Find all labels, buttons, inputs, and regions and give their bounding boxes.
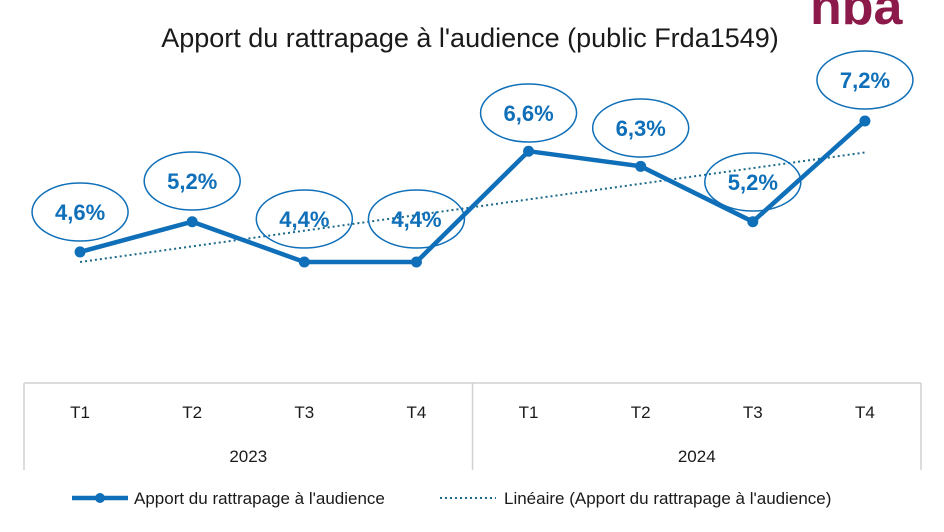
x-tick-label: T1 <box>519 403 539 422</box>
data-label-bubble <box>591 98 690 158</box>
data-point-1 <box>74 246 86 258</box>
data-point-2 <box>186 216 198 228</box>
data-point-4 <box>410 256 422 268</box>
series-line <box>79 119 867 265</box>
data-label-6: 6,3% <box>591 98 690 158</box>
chart-title: Apport du rattrapage à l'audience (publi… <box>161 23 779 53</box>
data-label-3: 4,4% <box>255 189 354 249</box>
data-label-text: 6,6% <box>503 101 553 126</box>
data-point-3 <box>298 256 310 268</box>
data-label-bubble <box>255 189 354 249</box>
data-label-bubble <box>816 50 914 110</box>
x-tick-label: T2 <box>182 403 202 422</box>
x-tick-label: T1 <box>70 403 90 422</box>
brand-logo: nba <box>810 0 904 36</box>
x-group-label: 2023 <box>229 447 267 466</box>
legend-series-marker <box>95 493 105 503</box>
data-label-text: 4,4% <box>279 207 329 232</box>
x-axis: T1 T2 T3 T4 T1 T2 T3 T4 2023 2024 <box>23 382 922 470</box>
brand-logo-text: nba <box>810 0 904 36</box>
x-tick-label: T3 <box>294 403 314 422</box>
data-point-6 <box>635 160 647 172</box>
data-label-bubble <box>367 189 466 249</box>
legend-series-label: Apport du rattrapage à l'audience <box>134 489 385 508</box>
data-label-text: 7,2% <box>840 68 890 93</box>
data-point-8 <box>859 115 871 127</box>
data-label-4: 4,4% <box>367 189 466 249</box>
data-label-1: 4,6% <box>31 182 129 242</box>
data-point-7 <box>747 216 759 228</box>
data-label-2: 5,2% <box>143 151 241 211</box>
data-point-5 <box>523 145 535 157</box>
legend-trend-label: Linéaire (Apport du rattrapage à l'audie… <box>504 489 831 508</box>
data-label-text: 6,3% <box>616 116 666 141</box>
data-label-bubble <box>143 151 241 211</box>
x-tick-label: T3 <box>743 403 763 422</box>
data-label-8: 7,2% <box>816 50 914 110</box>
data-label-bubble <box>31 182 129 242</box>
data-label-text: 5,2% <box>728 170 778 195</box>
data-label-bubble <box>479 83 578 143</box>
x-tick-label: T2 <box>631 403 651 422</box>
data-label-text: 4,4% <box>391 207 441 232</box>
data-label-text: 4,6% <box>55 200 105 225</box>
data-label-5: 6,6% <box>479 83 578 143</box>
legend: Apport du rattrapage à l'audience Linéai… <box>72 489 831 508</box>
x-tick-label: T4 <box>855 403 875 422</box>
x-group-label: 2024 <box>678 447 716 466</box>
data-label-7: 5,2% <box>704 152 802 212</box>
x-tick-label: T4 <box>407 403 427 422</box>
data-label-text: 5,2% <box>167 169 217 194</box>
data-label-bubble <box>704 152 802 212</box>
